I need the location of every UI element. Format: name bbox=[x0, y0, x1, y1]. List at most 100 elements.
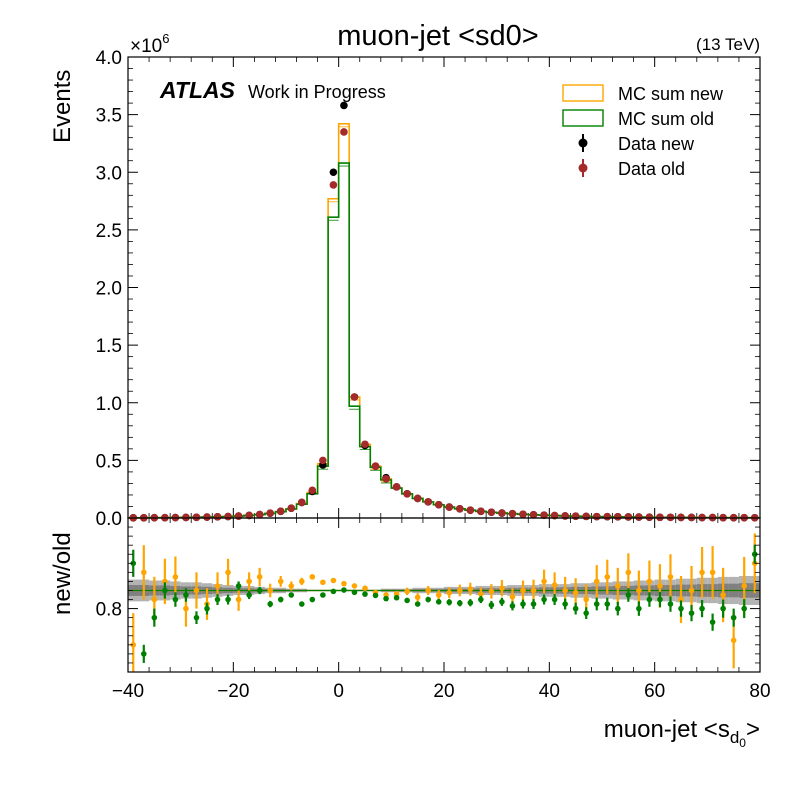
ratio-point-new bbox=[541, 578, 547, 585]
ratio-point-old bbox=[204, 605, 210, 612]
main-y-tick-label: 0.5 bbox=[96, 451, 122, 472]
legend-item: Data old bbox=[578, 159, 685, 179]
data-point-data-old bbox=[329, 181, 338, 189]
data-point-data-old bbox=[340, 128, 348, 136]
status-label: Work in Progress bbox=[248, 82, 386, 102]
data-point-data-old bbox=[298, 498, 306, 507]
ratio-point-old bbox=[625, 592, 632, 598]
ratio-point-new bbox=[183, 605, 189, 612]
data-point-data-old bbox=[255, 510, 264, 519]
data-point-data-old bbox=[245, 511, 253, 520]
ratio-point-old bbox=[467, 599, 474, 606]
ratio-point-old bbox=[751, 551, 758, 558]
ratio-point-old bbox=[457, 600, 463, 606]
legend-item: MC sum old bbox=[562, 109, 714, 129]
data-point-data-old bbox=[614, 513, 622, 521]
x-tick-label: 20 bbox=[433, 681, 454, 702]
ratio-point-new bbox=[162, 578, 168, 585]
ratio-point-old bbox=[741, 605, 747, 612]
ratio-point-old bbox=[435, 598, 442, 605]
data-point-data-old bbox=[371, 462, 380, 470]
ratio-point-old bbox=[277, 596, 284, 603]
ratio-point-old bbox=[256, 587, 263, 594]
legend: MC sum new MC sum old Data new Data old bbox=[562, 84, 724, 179]
ratio-point-old bbox=[130, 560, 137, 567]
main-y-tick-label: 2.5 bbox=[96, 221, 122, 242]
ratio-point-new bbox=[572, 589, 579, 596]
data-point-data-old bbox=[456, 504, 464, 513]
data-point-data-old bbox=[635, 513, 643, 521]
ratio-point-new bbox=[467, 586, 474, 592]
data-point-data-old bbox=[666, 513, 675, 522]
ratio-point-old bbox=[393, 594, 400, 601]
data-point-data-old bbox=[434, 500, 443, 509]
ratio-point-new bbox=[256, 574, 263, 580]
ratio-point-old bbox=[299, 601, 305, 607]
ratio-point-old bbox=[351, 589, 358, 596]
ratio-point-old bbox=[330, 588, 337, 595]
x-axis-label-subsub: 0 bbox=[739, 736, 746, 750]
data-point-data-old bbox=[519, 510, 527, 519]
legend-marker bbox=[578, 163, 588, 173]
ratio-point-new bbox=[457, 587, 463, 594]
ratio-point-new bbox=[583, 596, 589, 603]
legend-marker bbox=[578, 138, 588, 148]
data-point-data-old bbox=[571, 512, 580, 520]
ratio-point-old bbox=[488, 602, 495, 608]
data-point-data-old bbox=[529, 510, 538, 519]
ratio-point-old bbox=[151, 614, 158, 621]
x-tick-label: −20 bbox=[217, 681, 249, 702]
x-tick-label: 60 bbox=[644, 681, 665, 702]
legend-label: Data old bbox=[618, 159, 685, 179]
ratio-point-new bbox=[246, 578, 252, 585]
ratio-point-old bbox=[214, 596, 221, 603]
ratio-point-old bbox=[246, 592, 252, 598]
legend-item: Data new bbox=[578, 134, 695, 154]
ratio-point-old bbox=[572, 605, 579, 612]
ratio-point-new bbox=[141, 569, 147, 576]
ratio-point-old bbox=[509, 603, 516, 609]
ratio-point-new bbox=[551, 582, 558, 588]
mc-step-mc-sum-old bbox=[127, 162, 761, 519]
data-point-data-old bbox=[203, 513, 211, 521]
ratio-point-old bbox=[499, 598, 505, 605]
x-axis-label-main: muon-jet <s bbox=[604, 716, 730, 743]
mc-histograms bbox=[127, 123, 761, 519]
ratio-point-new bbox=[404, 588, 410, 595]
ratio-point-old bbox=[162, 587, 168, 594]
ratio-point-old bbox=[678, 605, 684, 612]
x-axis-label: muon-jet <sd0> bbox=[604, 716, 760, 750]
data-point-data-old bbox=[287, 504, 296, 513]
ratio-point-old bbox=[720, 605, 726, 612]
data-point-data-old bbox=[392, 483, 401, 491]
main-panel: 0.0 0.5 1.0 1.5 2.0 2.5 3.0 3.5 4.0 Events ATLAS… bbox=[49, 48, 761, 530]
data-point-data-new bbox=[329, 168, 338, 177]
ratio-points bbox=[130, 533, 758, 672]
data-point-data-old bbox=[487, 508, 496, 517]
y-multiplier-exponent: 6 bbox=[162, 31, 169, 46]
ratio-point-new bbox=[615, 583, 621, 589]
ratio-point-new bbox=[678, 596, 684, 603]
data-point-data-old bbox=[508, 509, 517, 518]
ratio-point-old bbox=[562, 601, 568, 607]
ratio-point-new bbox=[520, 587, 526, 594]
main-y-ticks: 0.0 0.5 1.0 1.5 2.0 2.5 3.0 3.5 4.0 bbox=[96, 48, 760, 530]
ratio-point-new bbox=[499, 585, 505, 592]
ratio-point-new bbox=[488, 588, 495, 595]
ratio-point-new bbox=[593, 578, 600, 585]
experiment-label: ATLAS bbox=[159, 77, 236, 103]
ratio-point-old bbox=[309, 596, 316, 603]
main-y-tick-label: 0.0 bbox=[96, 509, 122, 530]
main-y-tick-label: 2.0 bbox=[96, 279, 122, 300]
ratio-point-old bbox=[636, 605, 642, 612]
ratio-point-new bbox=[277, 578, 284, 585]
data-point-data-new bbox=[340, 101, 348, 110]
data-point-data-old bbox=[224, 512, 232, 521]
ratio-point-old bbox=[446, 599, 453, 606]
ratio-point-old bbox=[604, 601, 611, 607]
ratio-point-old bbox=[646, 596, 653, 603]
data-point-data-old bbox=[624, 513, 633, 521]
data-point-data-old bbox=[350, 393, 359, 401]
ratio-point-old bbox=[615, 605, 621, 612]
